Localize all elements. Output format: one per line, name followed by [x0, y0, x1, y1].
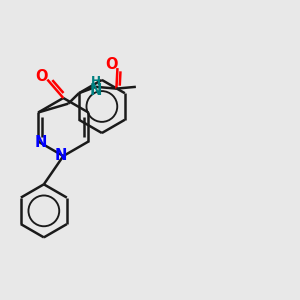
Text: O: O [105, 57, 117, 72]
Text: O: O [35, 68, 47, 83]
Text: N: N [35, 135, 47, 150]
Text: N: N [90, 82, 102, 98]
Text: N: N [54, 148, 67, 163]
Text: H: H [91, 75, 101, 88]
